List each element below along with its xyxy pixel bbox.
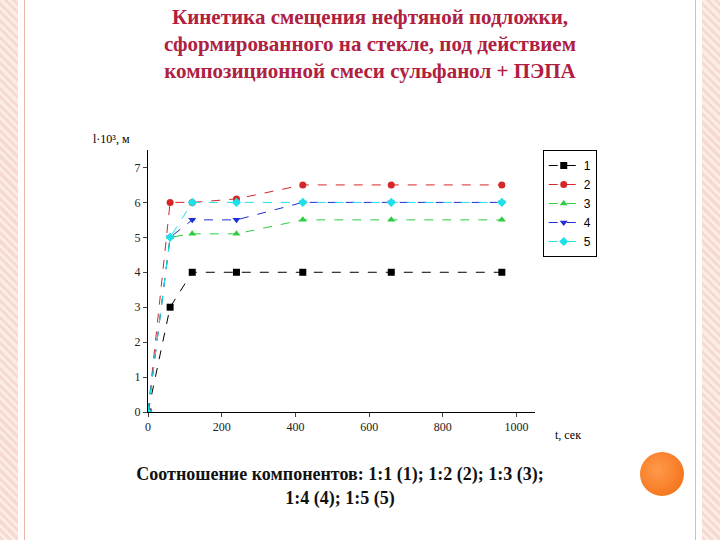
svg-text:1: 1 (584, 159, 591, 173)
svg-text:2: 2 (135, 335, 141, 349)
svg-text:t, сек: t, сек (555, 428, 581, 442)
svg-text:5: 5 (135, 231, 141, 245)
html-text:композиционной смеси сульфанол: композиционной смеси сульфанол + ПЭПА (164, 59, 576, 83)
html-text:Кинетика смещения нефтяной под: Кинетика смещения нефтяной подложки, (171, 5, 568, 29)
svg-text:200: 200 (213, 420, 231, 434)
svg-text:4: 4 (584, 216, 591, 230)
svg-text:l·10³, м: l·10³, м (93, 132, 130, 146)
svg-text:6: 6 (135, 196, 141, 210)
html-text:сформированного на стекле, под: сформированного на стекле, под действием (164, 32, 576, 56)
svg-text:0: 0 (135, 405, 141, 419)
svg-text:4: 4 (135, 265, 141, 279)
svg-text:800: 800 (434, 420, 452, 434)
svg-text:7: 7 (135, 161, 141, 175)
svg-text:1000: 1000 (505, 420, 529, 434)
html-text:Соотношение компонентов: 1:1 (: Соотношение компонентов: 1:1 (1); 1:2 (2… (136, 464, 544, 484)
html-text:1:4 (4); 1:5 (5): 1:4 (4); 1:5 (5) (285, 488, 395, 508)
svg-text:2: 2 (584, 178, 591, 192)
svg-text:600: 600 (360, 420, 378, 434)
svg-text:3: 3 (135, 300, 141, 314)
svg-text:0: 0 (145, 420, 151, 434)
svg-text:5: 5 (584, 235, 591, 249)
svg-text:400: 400 (286, 420, 304, 434)
svg-text:1: 1 (135, 370, 141, 384)
svg-text:3: 3 (584, 197, 591, 211)
